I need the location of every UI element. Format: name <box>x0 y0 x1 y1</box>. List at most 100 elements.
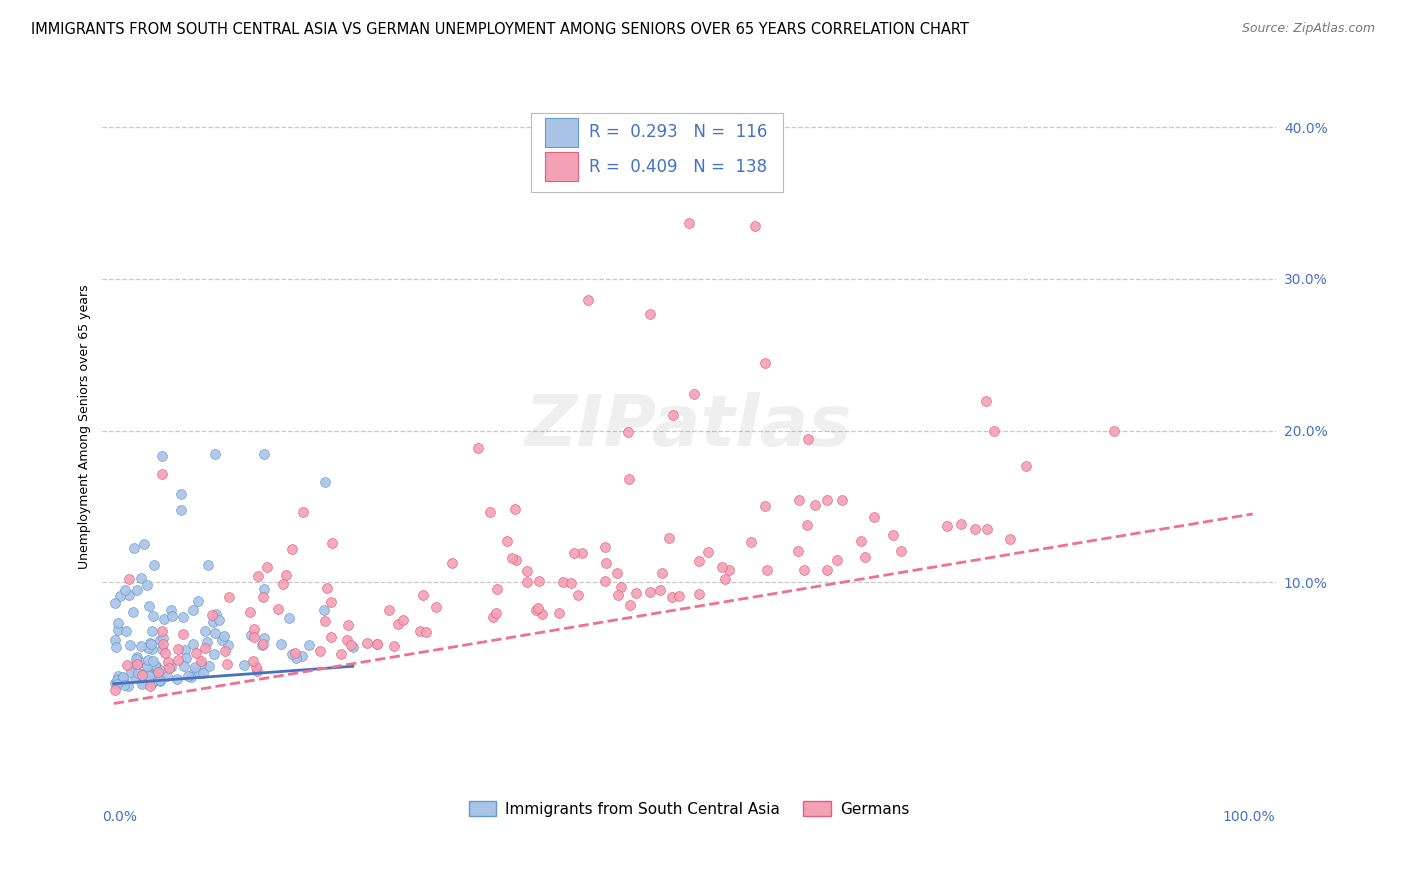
Point <box>183 603 205 617</box>
Point <box>156 669 179 683</box>
Point <box>131 676 153 690</box>
Text: ZIPatlas: ZIPatlas <box>526 392 852 461</box>
Point <box>180 670 202 684</box>
Point <box>157 661 180 675</box>
Point <box>136 578 159 592</box>
Point <box>125 652 148 666</box>
Point <box>104 595 127 609</box>
Point <box>149 673 172 687</box>
Point <box>138 679 160 693</box>
Point <box>482 610 505 624</box>
Text: 100.0%: 100.0% <box>1223 810 1275 823</box>
Point <box>167 642 190 657</box>
Point <box>155 646 177 660</box>
Point <box>831 492 853 507</box>
Point <box>204 625 226 640</box>
Point <box>111 672 134 686</box>
Point <box>849 533 872 548</box>
Point <box>815 493 838 508</box>
Point <box>696 545 718 559</box>
Point <box>270 637 292 651</box>
Text: R =  0.293   N =  116: R = 0.293 N = 116 <box>589 123 768 141</box>
Point <box>174 651 197 665</box>
Point <box>149 673 172 688</box>
Point <box>467 441 489 455</box>
Point <box>104 676 127 690</box>
Point <box>593 574 616 588</box>
Point <box>187 594 209 608</box>
Point <box>485 606 508 620</box>
Point <box>108 589 131 603</box>
Point <box>949 516 972 531</box>
Point <box>617 472 640 486</box>
Point <box>132 675 155 690</box>
Point <box>170 486 193 500</box>
Point <box>181 637 204 651</box>
Point <box>105 673 128 688</box>
Point <box>983 424 1005 438</box>
Point <box>141 668 163 682</box>
Point <box>141 675 163 690</box>
Legend: Immigrants from South Central Asia, Germans: Immigrants from South Central Asia, Germ… <box>463 795 915 822</box>
Point <box>560 576 582 591</box>
Point <box>142 654 165 668</box>
Point <box>118 573 141 587</box>
Point <box>527 601 550 615</box>
Point <box>650 582 672 597</box>
Point <box>104 632 127 647</box>
Point <box>787 492 810 507</box>
Point <box>167 653 190 667</box>
Point <box>107 668 129 682</box>
Point <box>184 659 207 673</box>
Point <box>129 571 152 585</box>
Point <box>387 617 409 632</box>
Text: R =  0.409   N =  138: R = 0.409 N = 138 <box>589 158 768 176</box>
Point <box>281 647 304 661</box>
Point <box>212 629 235 643</box>
Point <box>152 612 174 626</box>
Point <box>278 611 301 625</box>
Point <box>150 449 173 463</box>
Point <box>384 639 406 653</box>
Point <box>744 219 766 234</box>
Point <box>283 646 305 660</box>
Point <box>291 649 314 664</box>
Point <box>825 553 848 567</box>
Point <box>197 658 219 673</box>
Point <box>204 447 226 461</box>
Point <box>531 607 554 622</box>
Point <box>793 563 815 577</box>
Point <box>139 636 162 650</box>
Point <box>190 654 212 668</box>
Point <box>366 637 388 651</box>
Point <box>187 665 209 680</box>
Point <box>166 672 188 686</box>
Point <box>184 646 207 660</box>
Point <box>609 580 631 594</box>
Point <box>215 657 238 671</box>
Point <box>141 624 163 639</box>
Point <box>111 670 134 684</box>
Point <box>495 533 517 548</box>
Point <box>651 566 673 581</box>
Point <box>668 589 690 603</box>
Point <box>107 675 129 690</box>
Point <box>201 607 224 622</box>
Point <box>804 498 827 512</box>
Point <box>607 588 630 602</box>
Point <box>274 568 297 582</box>
Point <box>233 657 256 672</box>
Point <box>366 637 388 651</box>
Point <box>486 582 509 597</box>
Point <box>974 394 997 409</box>
Point <box>127 657 149 671</box>
Point <box>863 509 886 524</box>
Point <box>688 587 710 601</box>
Text: IMMIGRANTS FROM SOUTH CENTRAL ASIA VS GERMAN UNEMPLOYMENT AMONG SENIORS OVER 65 : IMMIGRANTS FROM SOUTH CENTRAL ASIA VS GE… <box>31 22 969 37</box>
Point <box>853 549 876 564</box>
Point <box>105 676 128 690</box>
Point <box>122 664 145 678</box>
Point <box>683 387 706 401</box>
Point <box>208 613 231 627</box>
Point <box>120 665 142 679</box>
